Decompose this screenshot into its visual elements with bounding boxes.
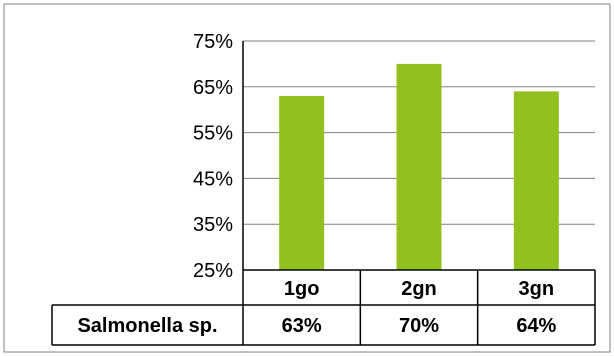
- chart-border: [3, 3, 611, 353]
- data-table-value: 63%: [282, 315, 322, 337]
- bar: [279, 95, 325, 271]
- x-category-label: 1go: [284, 278, 320, 300]
- bar: [513, 91, 559, 270]
- y-tick-label: 75%: [193, 31, 233, 53]
- data-table-value: 64%: [516, 315, 556, 337]
- x-category-label: 2gn: [401, 278, 437, 300]
- data-table-value: 70%: [399, 315, 439, 337]
- y-tick-label: 25%: [193, 260, 233, 282]
- y-tick-label: 45%: [193, 168, 233, 190]
- y-tick-label: 55%: [193, 123, 233, 145]
- y-tick-label: 35%: [193, 214, 233, 236]
- y-tick-label: 65%: [193, 77, 233, 99]
- bar: [396, 63, 442, 271]
- x-category-label: 3gn: [519, 278, 555, 300]
- series-row-label: Salmonella sp.: [77, 315, 217, 337]
